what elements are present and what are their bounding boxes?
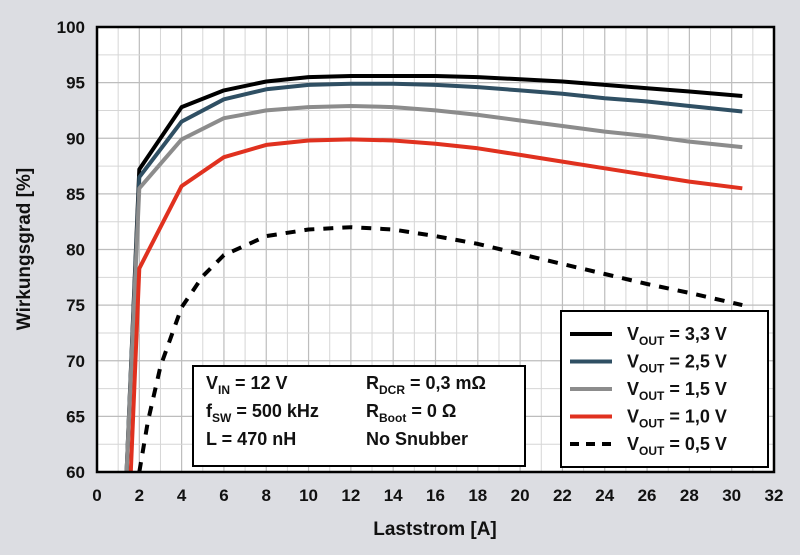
series-line-4	[137, 225, 743, 472]
x-tick-label: 30	[722, 486, 741, 505]
info-param-right-0: RDCR = 0,3 mΩ	[366, 373, 486, 397]
x-tick-label: 28	[680, 486, 699, 505]
info-param-left-1: fSW = 500 kHz	[206, 401, 319, 425]
x-tick-label: 32	[765, 486, 784, 505]
x-tick-label: 26	[638, 486, 657, 505]
legend-label-2: VOUT = 1,5 V	[627, 379, 727, 403]
y-tick-label: 90	[66, 129, 85, 148]
info-param-left-0: VIN = 12 V	[206, 373, 288, 397]
y-tick-label: 60	[66, 463, 85, 482]
x-tick-labels: 0 2 4 6 8 10 12 14 16 18 20 22 24 26 28 30 32	[92, 486, 783, 505]
info-param-right-2: No Snubber	[366, 429, 468, 449]
x-tick-label: 8	[262, 486, 271, 505]
x-tick-label: 12	[341, 486, 360, 505]
info-param-left-2: L = 470 nH	[206, 429, 296, 449]
y-tick-label: 70	[66, 352, 85, 371]
series-line-2	[124, 104, 743, 472]
y-tick-label: 100	[57, 18, 85, 37]
x-tick-label: 18	[468, 486, 487, 505]
plot-frame	[95, 25, 776, 474]
x-tick-label: 4	[177, 486, 187, 505]
legend-label-3: VOUT = 1,0 V	[627, 407, 727, 431]
legend-label-1: VOUT = 2,5 V	[627, 352, 727, 376]
x-tick-label: 14	[384, 486, 403, 505]
x-tick-label: 2	[135, 486, 144, 505]
series-layer	[124, 74, 743, 472]
y-tick-label: 85	[66, 185, 85, 204]
y-tick-label: 65	[66, 407, 85, 426]
info-box: VIN = 12 V RDCR = 0,3 mΩ fSW = 500 kHz RBoo…	[192, 365, 526, 467]
x-tick-label: 20	[511, 486, 530, 505]
y-axis-title: Wirkungsgrad [%]	[14, 168, 35, 330]
y-tick-label: 80	[66, 241, 85, 260]
series-line-0	[124, 74, 743, 472]
y-tick-label: 95	[66, 74, 85, 93]
y-tick-labels: 60 65 70 75 80 85 90 95 100	[57, 18, 85, 482]
legend-label-0: VOUT = 3,3 V	[627, 324, 727, 348]
legend-label-4: VOUT = 0,5 V	[627, 434, 727, 458]
y-tick-label: 75	[66, 296, 85, 315]
x-tick-label: 10	[299, 486, 318, 505]
x-tick-label: 6	[219, 486, 228, 505]
series-line-3	[128, 137, 743, 472]
x-tick-label: 16	[426, 486, 445, 505]
series-line-1	[124, 81, 743, 472]
legend: VOUT = 3,3 V VOUT = 2,5 V VOUT = 1,5 V VOUT…	[560, 310, 769, 468]
x-tick-label: 0	[92, 486, 101, 505]
info-param-right-1: RBoot = 0 Ω	[366, 401, 456, 425]
x-axis-title: Laststrom [A]	[373, 519, 497, 540]
x-tick-label: 24	[595, 486, 614, 505]
x-tick-label: 22	[553, 486, 572, 505]
